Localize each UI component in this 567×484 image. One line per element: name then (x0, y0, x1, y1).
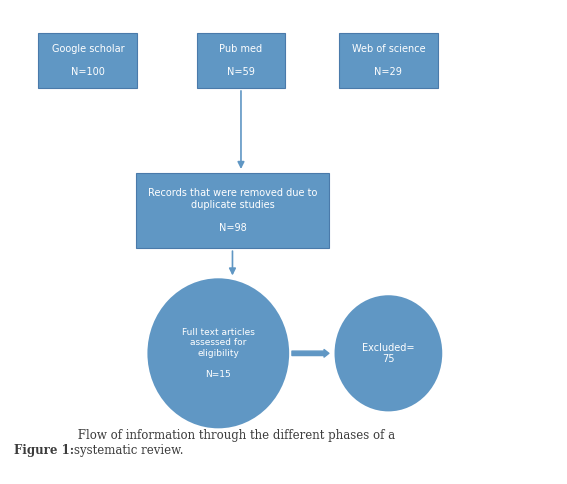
Text: Google scholar

N=100: Google scholar N=100 (52, 44, 124, 77)
Text: Flow of information through the different phases of a
systematic review.: Flow of information through the differen… (74, 429, 395, 457)
Ellipse shape (147, 278, 289, 428)
FancyBboxPatch shape (39, 33, 137, 88)
Text: Figure 1:: Figure 1: (14, 444, 74, 457)
Text: Records that were removed due to
duplicate studies

N=98: Records that were removed due to duplica… (148, 188, 317, 233)
Text: Web of science

N=29: Web of science N=29 (352, 44, 425, 77)
FancyBboxPatch shape (197, 33, 285, 88)
Text: Pub med

N=59: Pub med N=59 (219, 44, 263, 77)
FancyBboxPatch shape (136, 173, 329, 248)
Ellipse shape (335, 295, 442, 411)
Text: Excluded=
75: Excluded= 75 (362, 343, 414, 364)
FancyBboxPatch shape (339, 33, 438, 88)
FancyArrowPatch shape (292, 349, 329, 357)
Text: Full text articles
assessed for
eligibility

N=15: Full text articles assessed for eligibil… (182, 328, 255, 378)
